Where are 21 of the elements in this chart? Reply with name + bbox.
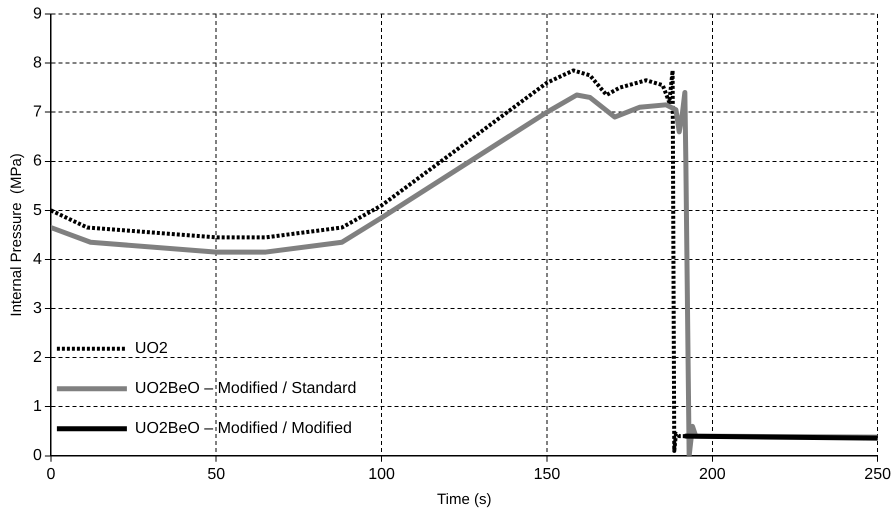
y-tick-label: 9 <box>32 5 42 22</box>
y-tick-label: 6 <box>32 152 42 170</box>
y-tick-label: 8 <box>32 54 42 72</box>
x-tick-label: 200 <box>698 466 726 483</box>
y-tick-label: 5 <box>32 202 42 219</box>
y-tick-label: 1 <box>32 398 42 416</box>
y-tick-label: 0 <box>32 447 42 464</box>
x-tick-label: 100 <box>368 466 396 483</box>
legend-label: UO2BeO – Modified / Standard <box>134 380 356 398</box>
x-tick-label: 0 <box>46 466 56 483</box>
x-tick-label: 250 <box>864 466 892 483</box>
x-axis-title: Time (s) <box>437 491 492 508</box>
y-tick-label: 7 <box>32 104 42 121</box>
legend-label: UO2BeO – Modified / Modified <box>134 420 352 438</box>
y-axis-title: Internal Pressure (MPa) <box>8 153 26 317</box>
y-tick-label: 4 <box>32 250 42 268</box>
x-tick-label: 50 <box>207 466 226 483</box>
y-tick-label: 3 <box>32 300 42 317</box>
y-tick-label: 2 <box>32 349 42 366</box>
legend-label: UO2 <box>134 340 168 358</box>
x-tick-label: 150 <box>534 466 560 483</box>
